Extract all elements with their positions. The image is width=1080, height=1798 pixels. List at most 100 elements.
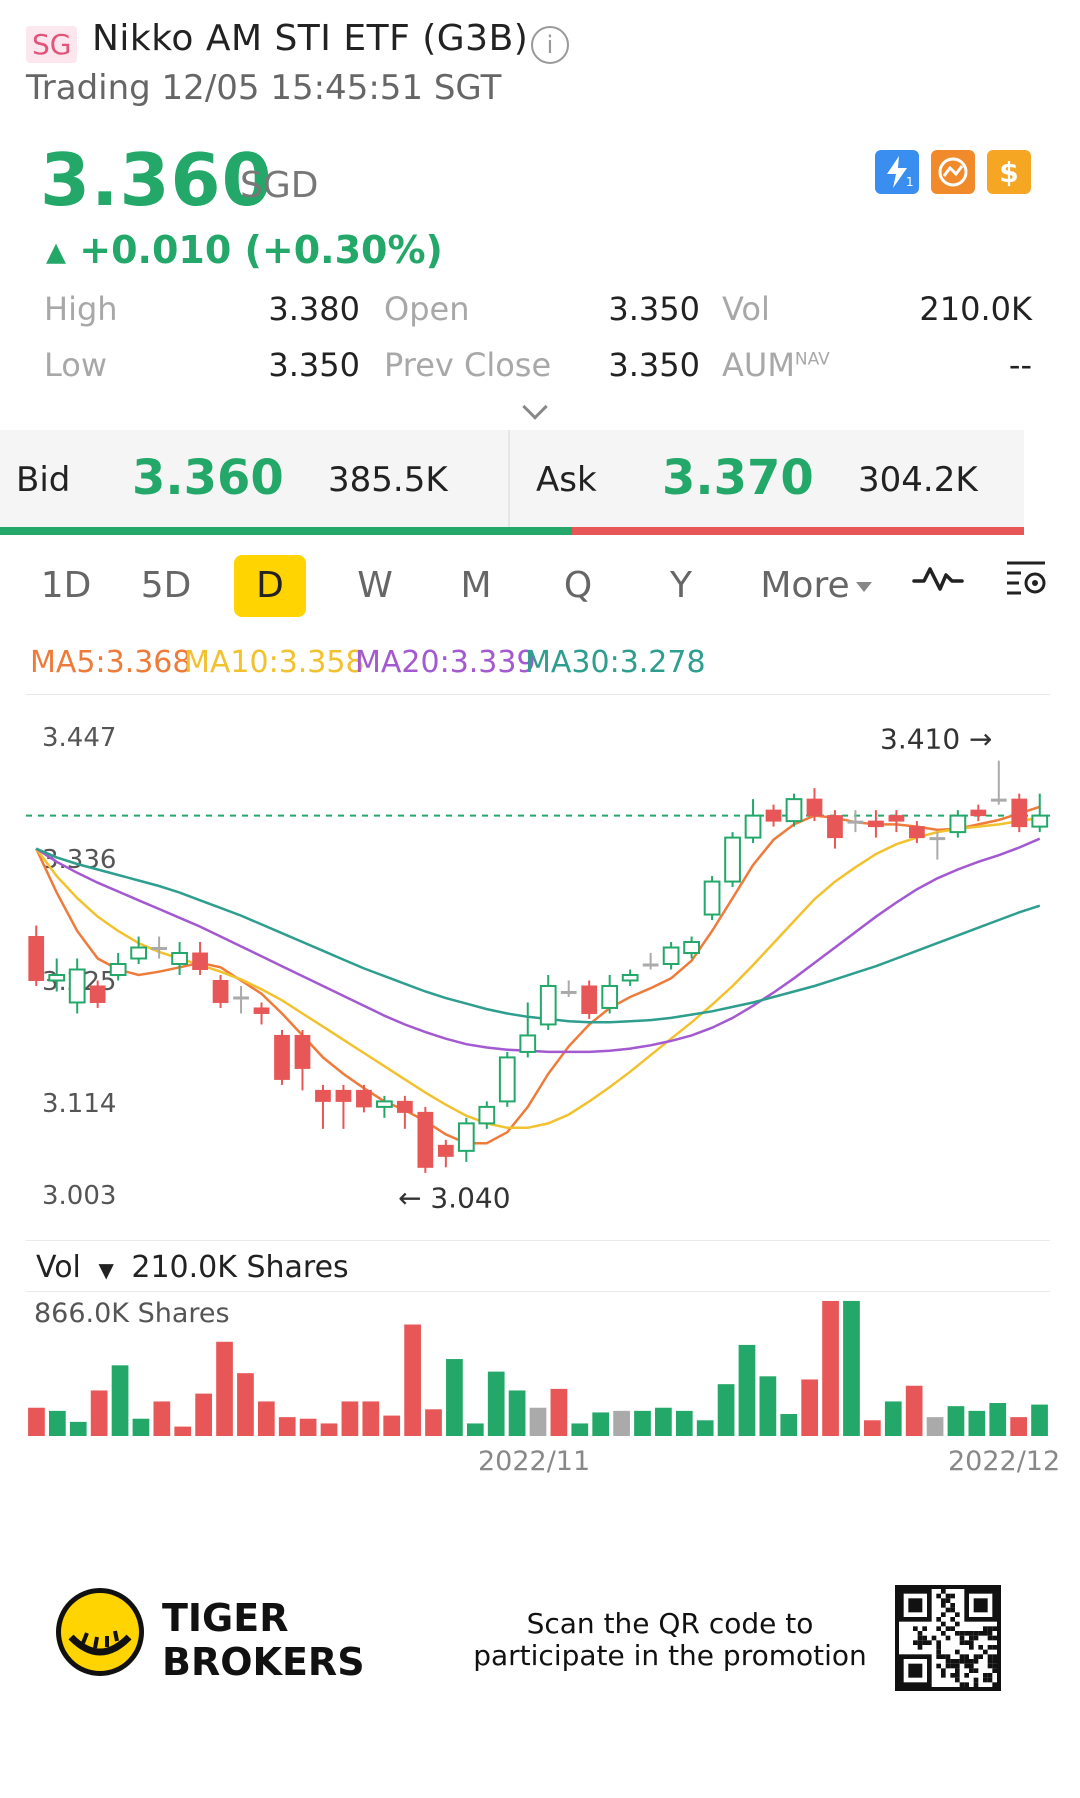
tiger-logo-icon: [56, 1588, 144, 1676]
tab-q[interactable]: Q: [563, 565, 593, 606]
aum-value: --: [1008, 346, 1032, 384]
ask-price: 3.370: [662, 450, 814, 506]
candle-body: [970, 809, 987, 817]
volume-chart[interactable]: [0, 1300, 1080, 1440]
volume-bar: [341, 1401, 359, 1436]
chevron-down-icon[interactable]: [522, 394, 548, 420]
brand-name: TIGER BROKERS: [162, 1596, 365, 1684]
candle-body: [765, 809, 782, 822]
volume-bar: [655, 1407, 672, 1436]
qr-module: [969, 1645, 974, 1650]
candle-body: [785, 798, 803, 823]
dollar-icon[interactable]: $: [987, 150, 1031, 194]
candle-body: [621, 973, 639, 982]
qr-module: [950, 1659, 955, 1664]
volume-label: Vol: [36, 1250, 81, 1285]
candle-body: [212, 979, 229, 1003]
qr-module: [983, 1626, 988, 1631]
qr-module: [964, 1663, 969, 1669]
caret-down-icon: [855, 582, 872, 592]
ma-line-ma5: [35, 805, 1041, 1145]
volume-bar: [28, 1407, 45, 1436]
candle-body: [294, 1034, 311, 1069]
qr-module: [959, 1682, 965, 1687]
ask-label: Ask: [536, 460, 597, 500]
volume-bar: [989, 1403, 1007, 1436]
volume-bar: [466, 1423, 484, 1436]
chart-icon[interactable]: [931, 150, 975, 194]
volume-bar: [487, 1371, 505, 1436]
volume-bar: [257, 1401, 275, 1436]
qr-module: [936, 1617, 941, 1622]
qr-module: [983, 1631, 988, 1636]
volume-bar: [299, 1418, 317, 1436]
high-label: High: [44, 290, 118, 328]
tab-d[interactable]: D: [234, 555, 306, 617]
volume-bar: [801, 1379, 819, 1436]
candle-body: [335, 1089, 352, 1102]
high-marker-label: 3.410 →: [880, 723, 993, 756]
aum-nav-sup: NAV: [794, 349, 830, 370]
qr-module: [978, 1631, 983, 1636]
qr-module: [978, 1654, 983, 1659]
qr-module: [941, 1673, 946, 1678]
qr-module: [964, 1659, 969, 1664]
volume-bar: [446, 1359, 463, 1436]
qr-module: [973, 1654, 979, 1659]
candle-body: [498, 1056, 516, 1103]
volume-bar: [153, 1401, 171, 1436]
bid-price: 3.360: [132, 450, 284, 506]
qr-module: [969, 1668, 974, 1673]
candle-body: [315, 1089, 331, 1102]
qr-module: [941, 1589, 946, 1594]
open-value: 3.350: [608, 290, 700, 328]
qr-module: [936, 1593, 941, 1599]
qr-module: [992, 1663, 997, 1669]
trading-status: Trading 12/05 15:45:51 SGT: [26, 68, 502, 108]
volume-bar: [1031, 1404, 1048, 1436]
qr-module: [992, 1668, 997, 1673]
tab-y[interactable]: Y: [670, 565, 692, 606]
ma10-label: MA10:3.358: [184, 645, 365, 680]
volume-bar: [717, 1384, 735, 1436]
qr-code[interactable]: [895, 1585, 1001, 1691]
qr-module: [992, 1626, 997, 1631]
candle-body: [519, 1034, 537, 1053]
tab-5d[interactable]: 5D: [140, 565, 192, 606]
bid-label: Bid: [16, 460, 71, 500]
indicator-icon[interactable]: [910, 555, 966, 617]
candle-body: [744, 814, 762, 839]
qr-module: [973, 1659, 979, 1664]
tab-m[interactable]: M: [460, 565, 492, 606]
volume-bar: [926, 1417, 944, 1436]
qr-module: [936, 1654, 941, 1659]
qr-module: [992, 1682, 997, 1687]
volume-bar: [195, 1393, 212, 1436]
candle-body: [990, 798, 1007, 802]
qr-module: [917, 1631, 923, 1636]
volume-current: 210.0K Shares: [131, 1250, 349, 1285]
volume-bar: [675, 1410, 693, 1436]
qr-module: [945, 1654, 951, 1659]
info-icon[interactable]: i: [531, 26, 569, 64]
ask-size: 304.2K: [858, 460, 978, 500]
tab-more[interactable]: More: [756, 555, 876, 617]
candle-body: [28, 936, 45, 981]
qr-module: [913, 1626, 918, 1631]
tab-1d[interactable]: 1D: [40, 565, 92, 606]
y-tick-label: 3.003: [42, 1181, 116, 1211]
qr-module: [950, 1607, 955, 1613]
chart-settings-icon[interactable]: [998, 555, 1054, 617]
vol-label: Vol: [722, 290, 770, 328]
tab-w[interactable]: W: [357, 565, 393, 606]
volume-header[interactable]: Vol ▼ 210.0K Shares: [36, 1250, 349, 1285]
lightning-icon[interactable]: 1: [875, 150, 919, 194]
chart-top-border: [26, 694, 1050, 695]
volume-bar: [1010, 1417, 1028, 1436]
candle-body: [171, 952, 188, 965]
qr-module: [959, 1631, 965, 1636]
qr-module: [931, 1635, 937, 1641]
volume-bar: [320, 1423, 338, 1436]
qr-module: [959, 1635, 965, 1641]
